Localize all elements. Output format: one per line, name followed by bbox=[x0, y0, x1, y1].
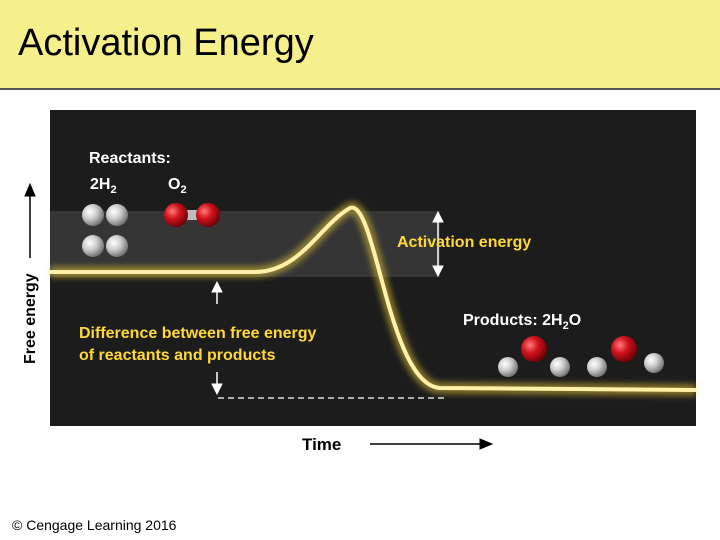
x-axis-label: Time bbox=[302, 435, 342, 454]
title-bar: Activation Energy bbox=[0, 0, 720, 90]
y-axis-arrow bbox=[24, 182, 36, 258]
products-label: Products: 2H2O bbox=[463, 312, 582, 333]
copyright-text: © Cengage Learning 2016 bbox=[12, 517, 177, 533]
energy-curve bbox=[50, 205, 697, 392]
difference-label: Difference between free energy of reacta… bbox=[79, 323, 316, 367]
difference-arrow-up bbox=[211, 280, 223, 304]
difference-arrow-down bbox=[211, 372, 223, 396]
o2-molecule-icon bbox=[164, 203, 220, 227]
h2o-molecule-icon bbox=[498, 336, 570, 377]
difference-label-line1: Difference between free energy bbox=[79, 325, 317, 342]
h2-molecule-icon bbox=[82, 204, 128, 226]
reactant-o2-label: O2 bbox=[168, 176, 187, 197]
y-axis-label: Free energy bbox=[22, 273, 39, 364]
activation-arrow bbox=[432, 210, 444, 278]
h2o-molecule-icon bbox=[587, 336, 664, 377]
reactant-h2-label: 2H2 bbox=[90, 176, 117, 197]
slide-title: Activation Energy bbox=[18, 22, 314, 64]
difference-label-line2: of reactants and products bbox=[79, 347, 276, 364]
h2-molecule-icon bbox=[82, 235, 128, 257]
reactants-heading: Reactants: bbox=[89, 150, 171, 167]
x-axis-arrow bbox=[370, 438, 494, 450]
activation-energy-label: Activation energy bbox=[397, 234, 532, 251]
